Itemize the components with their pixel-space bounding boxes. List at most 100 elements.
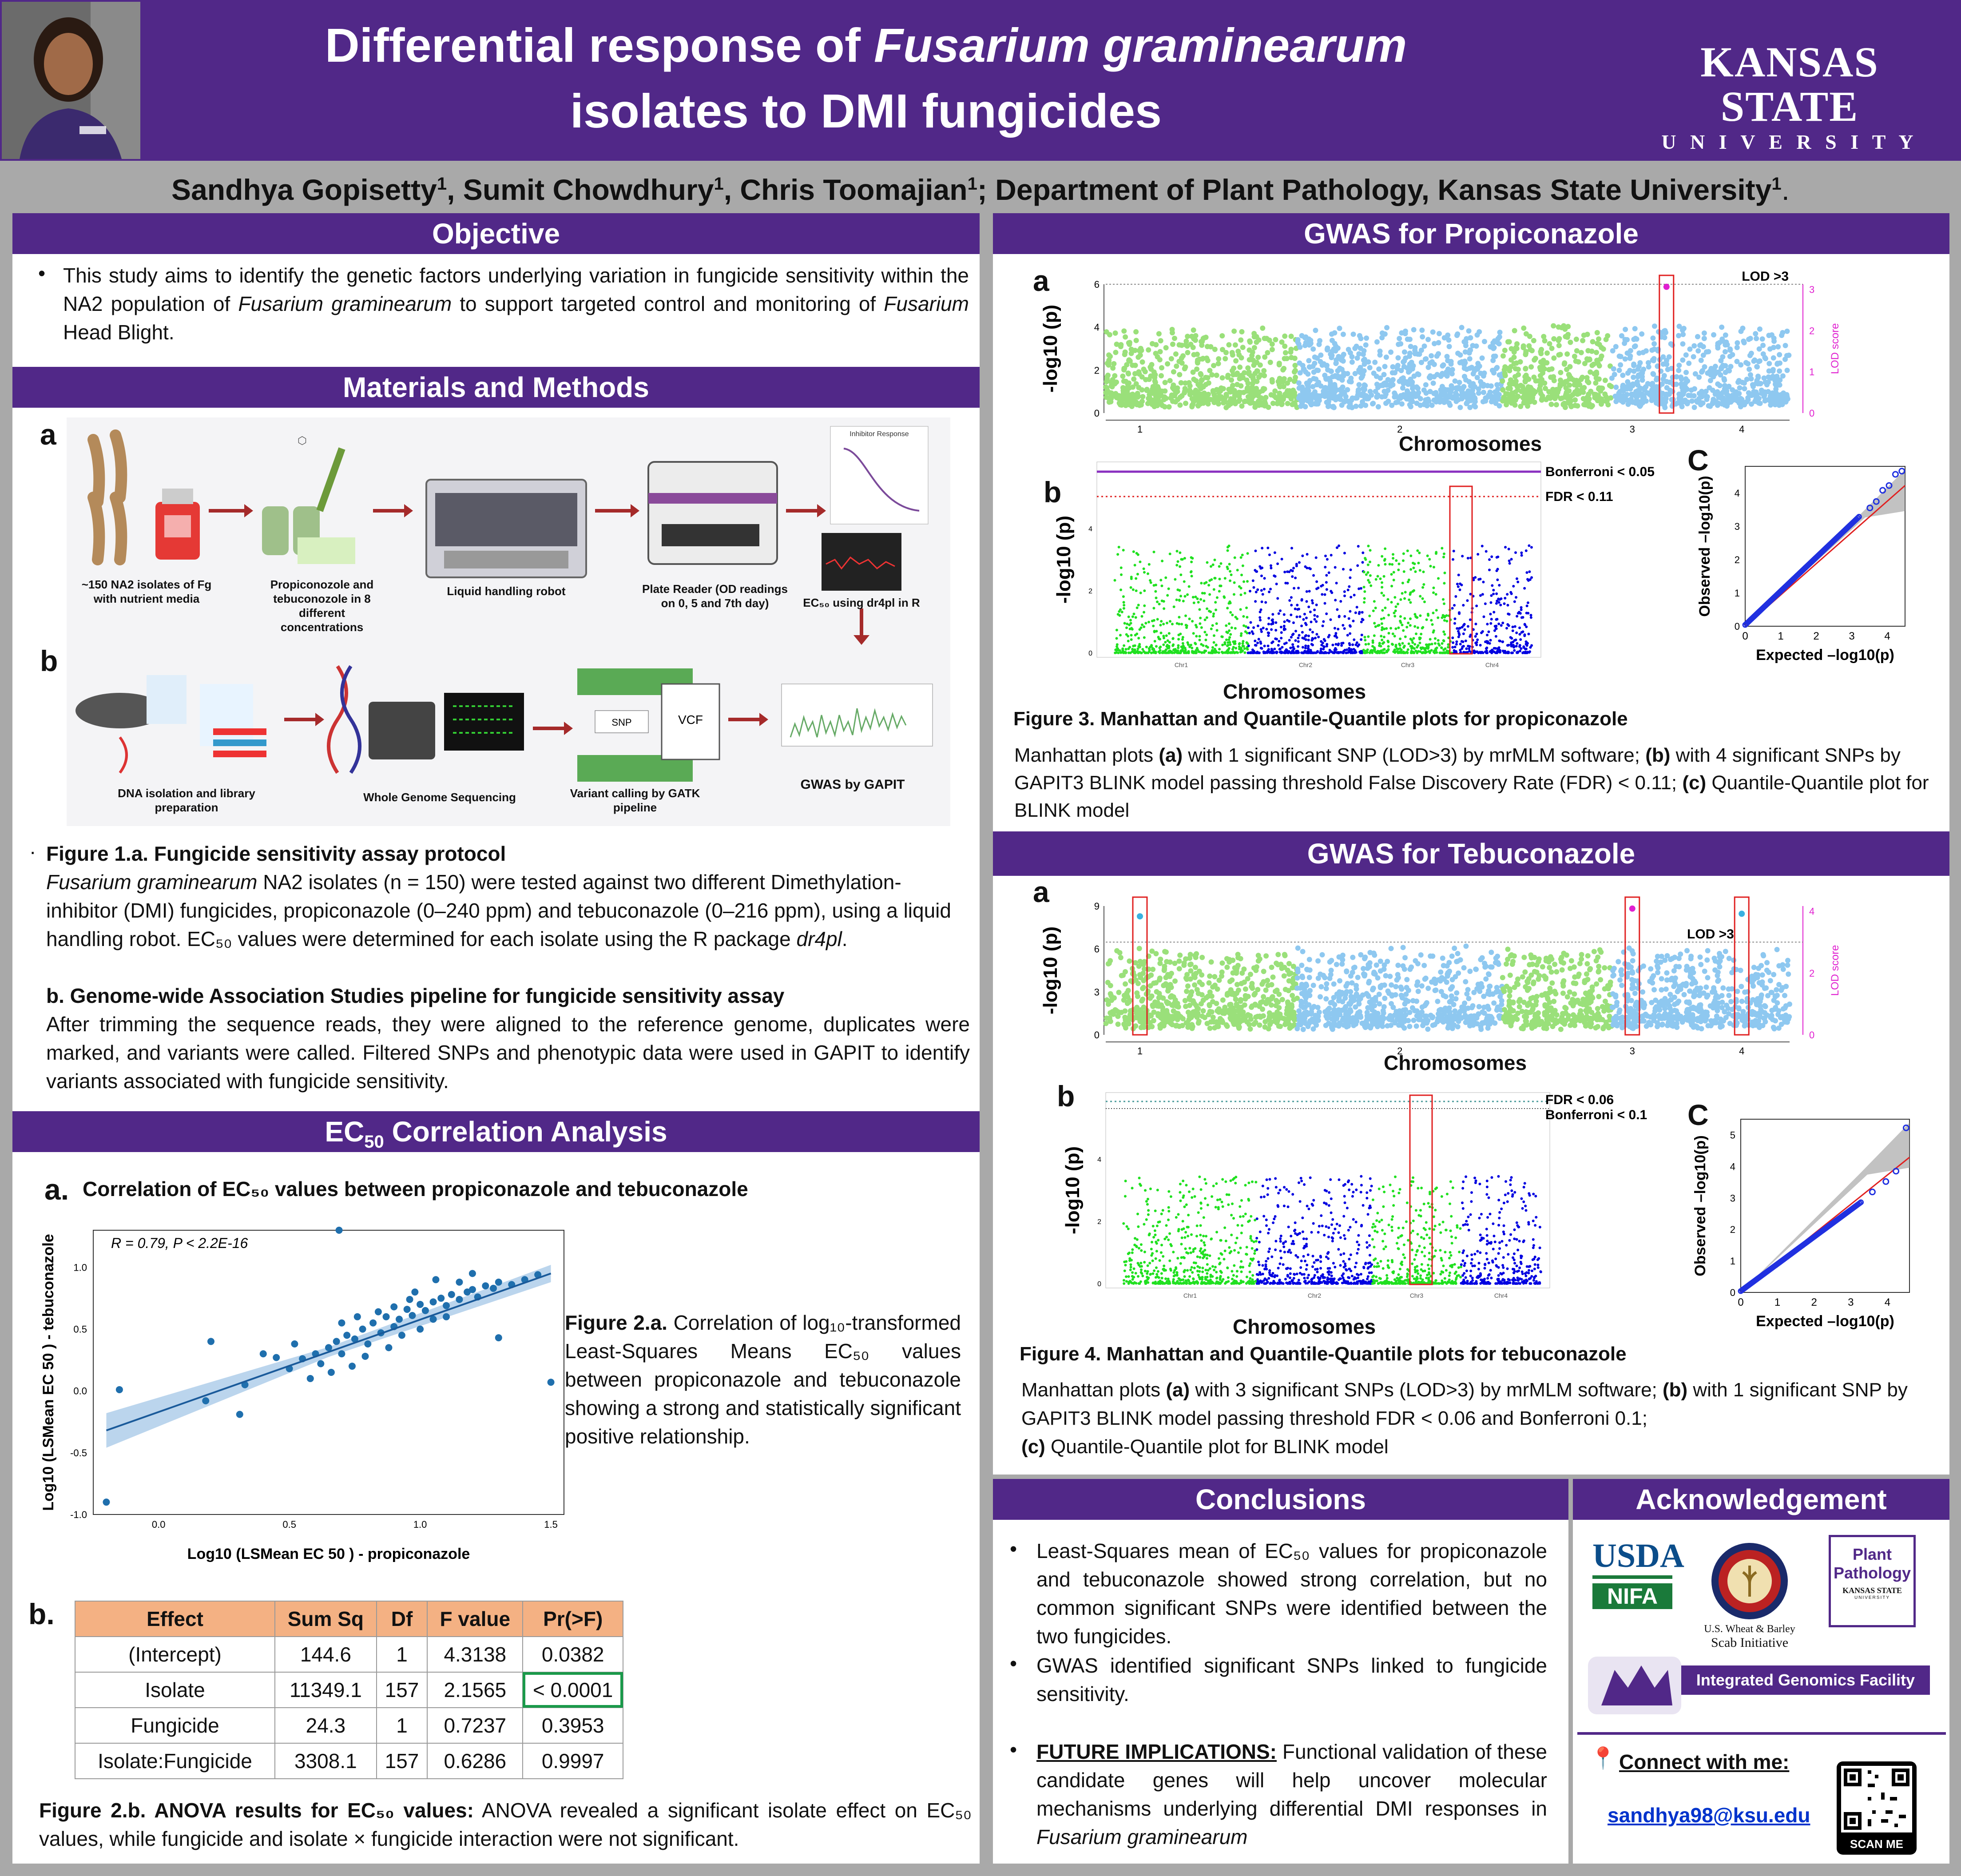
snp-point [1174, 578, 1177, 581]
snp-point [1247, 644, 1250, 648]
snp-point [1165, 982, 1171, 988]
anova-header: Pr(>F) [522, 1601, 623, 1637]
snp-point [1680, 357, 1686, 363]
snp-point [1243, 647, 1246, 650]
snp-point [1390, 584, 1393, 588]
snp-point [1568, 402, 1574, 408]
snp-point [1481, 651, 1484, 654]
snp-point [1411, 373, 1417, 379]
snp-point [1475, 643, 1478, 646]
table-cell: 3308.1 [274, 1743, 377, 1779]
snp-point [1192, 601, 1195, 604]
snp-point [1143, 611, 1146, 614]
snp-point [1477, 552, 1480, 556]
snp-point [1454, 595, 1457, 598]
snp-point [1239, 593, 1242, 596]
snp-point [1433, 651, 1436, 654]
snp-point [1619, 333, 1624, 339]
snp-point [1226, 386, 1232, 392]
snp-point [1738, 396, 1743, 401]
snp-point [1611, 366, 1616, 372]
ksu-logo-line2: U N I V E R S I T Y [1661, 131, 1918, 153]
snp-point [1136, 647, 1139, 650]
snp-point [1197, 601, 1200, 604]
obj-t2: to support targeted control and monitori… [452, 292, 884, 315]
snp-point [1453, 617, 1457, 620]
snp-point [1299, 400, 1305, 406]
snp-point [1177, 633, 1180, 636]
y-tick-label: -0.5 [70, 1447, 87, 1459]
snp-point [1784, 328, 1790, 334]
snp-point [1524, 549, 1528, 552]
snp-point [1123, 604, 1126, 607]
snp-point [1525, 625, 1528, 628]
snp-point [1494, 365, 1500, 370]
snp-point [1249, 621, 1252, 624]
snp-point [1118, 955, 1123, 961]
snp-point [1128, 397, 1134, 403]
snp-point [1292, 567, 1295, 570]
snp-point [1303, 612, 1306, 616]
snp-point [1131, 588, 1135, 591]
snp-point [1251, 334, 1257, 340]
snp-label: SNP [611, 717, 631, 728]
snp-point [1427, 360, 1433, 366]
snp-point [1185, 334, 1191, 339]
snp-point [1300, 624, 1303, 628]
snp-point [1155, 596, 1158, 600]
f3-b2: (b) [1645, 744, 1671, 766]
snp-point [1523, 623, 1526, 626]
snp-point [1124, 648, 1127, 651]
snp-point [1219, 960, 1225, 966]
x-tick-label: 1.0 [413, 1519, 427, 1530]
snp-point [1231, 396, 1237, 401]
snp-point [1424, 648, 1427, 652]
snp-point [1218, 394, 1224, 400]
snp-point [1223, 595, 1226, 598]
snp-point [1290, 604, 1293, 607]
snp-point [1513, 645, 1516, 648]
snp-point [1169, 1022, 1175, 1028]
snp-point [1360, 633, 1363, 636]
snp-point [1650, 335, 1656, 341]
snp-point [1753, 331, 1759, 337]
snp-point [1216, 1020, 1222, 1025]
snp-point [1774, 361, 1780, 366]
snp-point [1285, 648, 1288, 652]
snp-point [1255, 953, 1261, 958]
snp-point [1485, 550, 1488, 553]
snp-point [1751, 389, 1757, 394]
snp-point [1278, 651, 1282, 654]
snp-point [1462, 604, 1465, 607]
snp-point [1379, 335, 1385, 341]
snp-point [1687, 346, 1693, 352]
y-axis-label: Log10 (LSMean EC 50 ) - tebuconazole [40, 1234, 57, 1510]
snp-point [1670, 374, 1675, 380]
snp-point [1269, 341, 1275, 347]
snp-point [1282, 627, 1286, 630]
snp-point [1250, 374, 1256, 380]
snp-point [1132, 347, 1138, 353]
inhibitor-title: Inhibitor Response [850, 430, 909, 438]
snp-point [1631, 362, 1637, 367]
snp-point [1116, 613, 1119, 616]
affil-sup: 1 [967, 174, 977, 194]
snp-point [1239, 556, 1242, 559]
snp-point [1369, 549, 1372, 552]
snp-point [1484, 602, 1487, 605]
snp-point [1430, 329, 1436, 335]
snp-point [1651, 341, 1657, 347]
snp-point [1130, 634, 1133, 637]
snp-point [1524, 400, 1529, 406]
snp-point [1300, 389, 1306, 394]
data-point [353, 1313, 361, 1320]
snp-point [1178, 380, 1184, 386]
snp-point [1206, 1012, 1211, 1017]
snp-point [1142, 567, 1145, 570]
snp-point [1343, 594, 1346, 597]
snp-point [1252, 626, 1255, 629]
snp-point [1531, 338, 1536, 343]
snp-point [1212, 346, 1218, 352]
y-tick-label: 4 [1094, 322, 1100, 333]
snp-point [1287, 650, 1290, 653]
